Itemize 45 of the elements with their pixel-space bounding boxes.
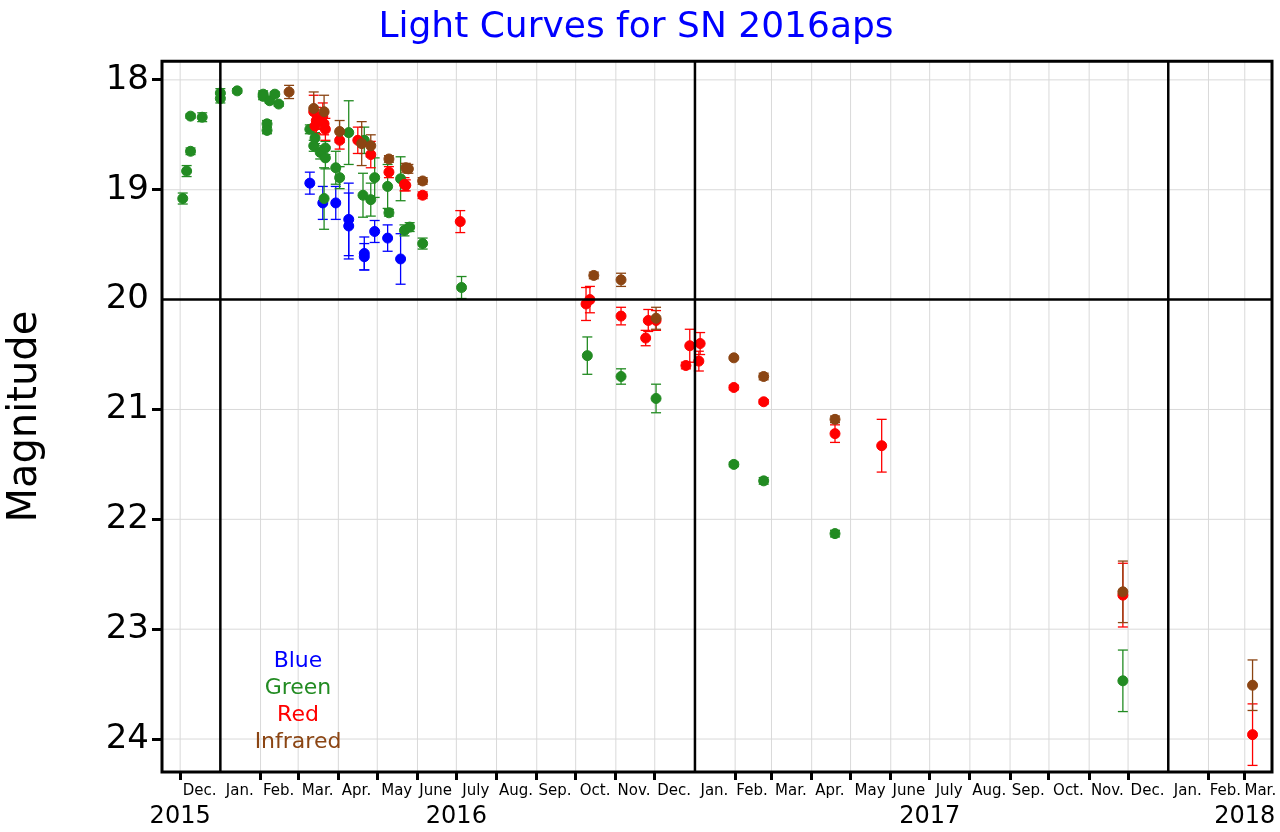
x-tick-label: Jan. — [1172, 780, 1202, 799]
text: Infrared — [254, 727, 342, 753]
x-tick-label: July — [461, 780, 490, 799]
x-tick-label: Mar. — [775, 780, 807, 799]
y-tick-label: 24 — [105, 715, 149, 756]
x-tick-label: Oct. — [579, 780, 611, 799]
x-tick-label: Dec. — [182, 780, 217, 799]
x2-tick-label: 2017 — [899, 800, 961, 829]
x-tick-label: Oct. — [1053, 780, 1084, 799]
x-tick-label: Jan. — [699, 780, 729, 799]
x-tick-label: Sep. — [1011, 780, 1045, 799]
x-tick-label: Apr. — [815, 780, 845, 799]
x-tick-label: June — [891, 780, 926, 799]
x-tick-label: Aug. — [972, 780, 1007, 799]
y-tick-label: 22 — [105, 496, 149, 537]
x-tick-label: Feb. — [263, 780, 295, 799]
y-tick-label: 18 — [105, 56, 149, 97]
text: Red — [277, 700, 319, 726]
x2-tick-label: 2016 — [425, 800, 487, 829]
x-tick-label: Sep. — [538, 780, 572, 799]
x-tick-label: Jan. — [224, 780, 254, 799]
x-tick-label: May — [854, 780, 886, 799]
y-tick-label: 21 — [105, 386, 149, 427]
text: Green — [264, 673, 332, 699]
text: Blue — [273, 646, 323, 672]
x-tick-label: May — [381, 780, 413, 799]
x2-tick-label: 2018 — [1214, 800, 1276, 829]
y-axis-title: Magnitude — [0, 310, 46, 523]
x-tick-label: Aug. — [498, 780, 534, 799]
x-tick-label: Apr. — [341, 780, 372, 799]
y-tick-label: 23 — [105, 606, 149, 647]
x2-tick-label: 2015 — [149, 800, 211, 829]
x-tick-label: Dec. — [1130, 780, 1165, 799]
x-tick-label: Feb. — [1209, 780, 1241, 799]
chart-title: Light Curves for SN 2016aps — [378, 3, 894, 45]
x-tick-label: Nov. — [1090, 780, 1124, 799]
x-tick-label: Feb. — [736, 780, 768, 799]
x-tick-label: Dec. — [657, 780, 692, 799]
x-tick-label: Nov. — [617, 780, 651, 799]
x-tick-label: July — [934, 780, 963, 799]
x-tick-label: June — [418, 780, 452, 799]
x-tick-label: Mar. — [1244, 780, 1277, 799]
y-tick-label: 19 — [105, 166, 149, 207]
x-tick-label: Mar. — [301, 780, 334, 799]
y-tick-label: 20 — [105, 276, 149, 317]
